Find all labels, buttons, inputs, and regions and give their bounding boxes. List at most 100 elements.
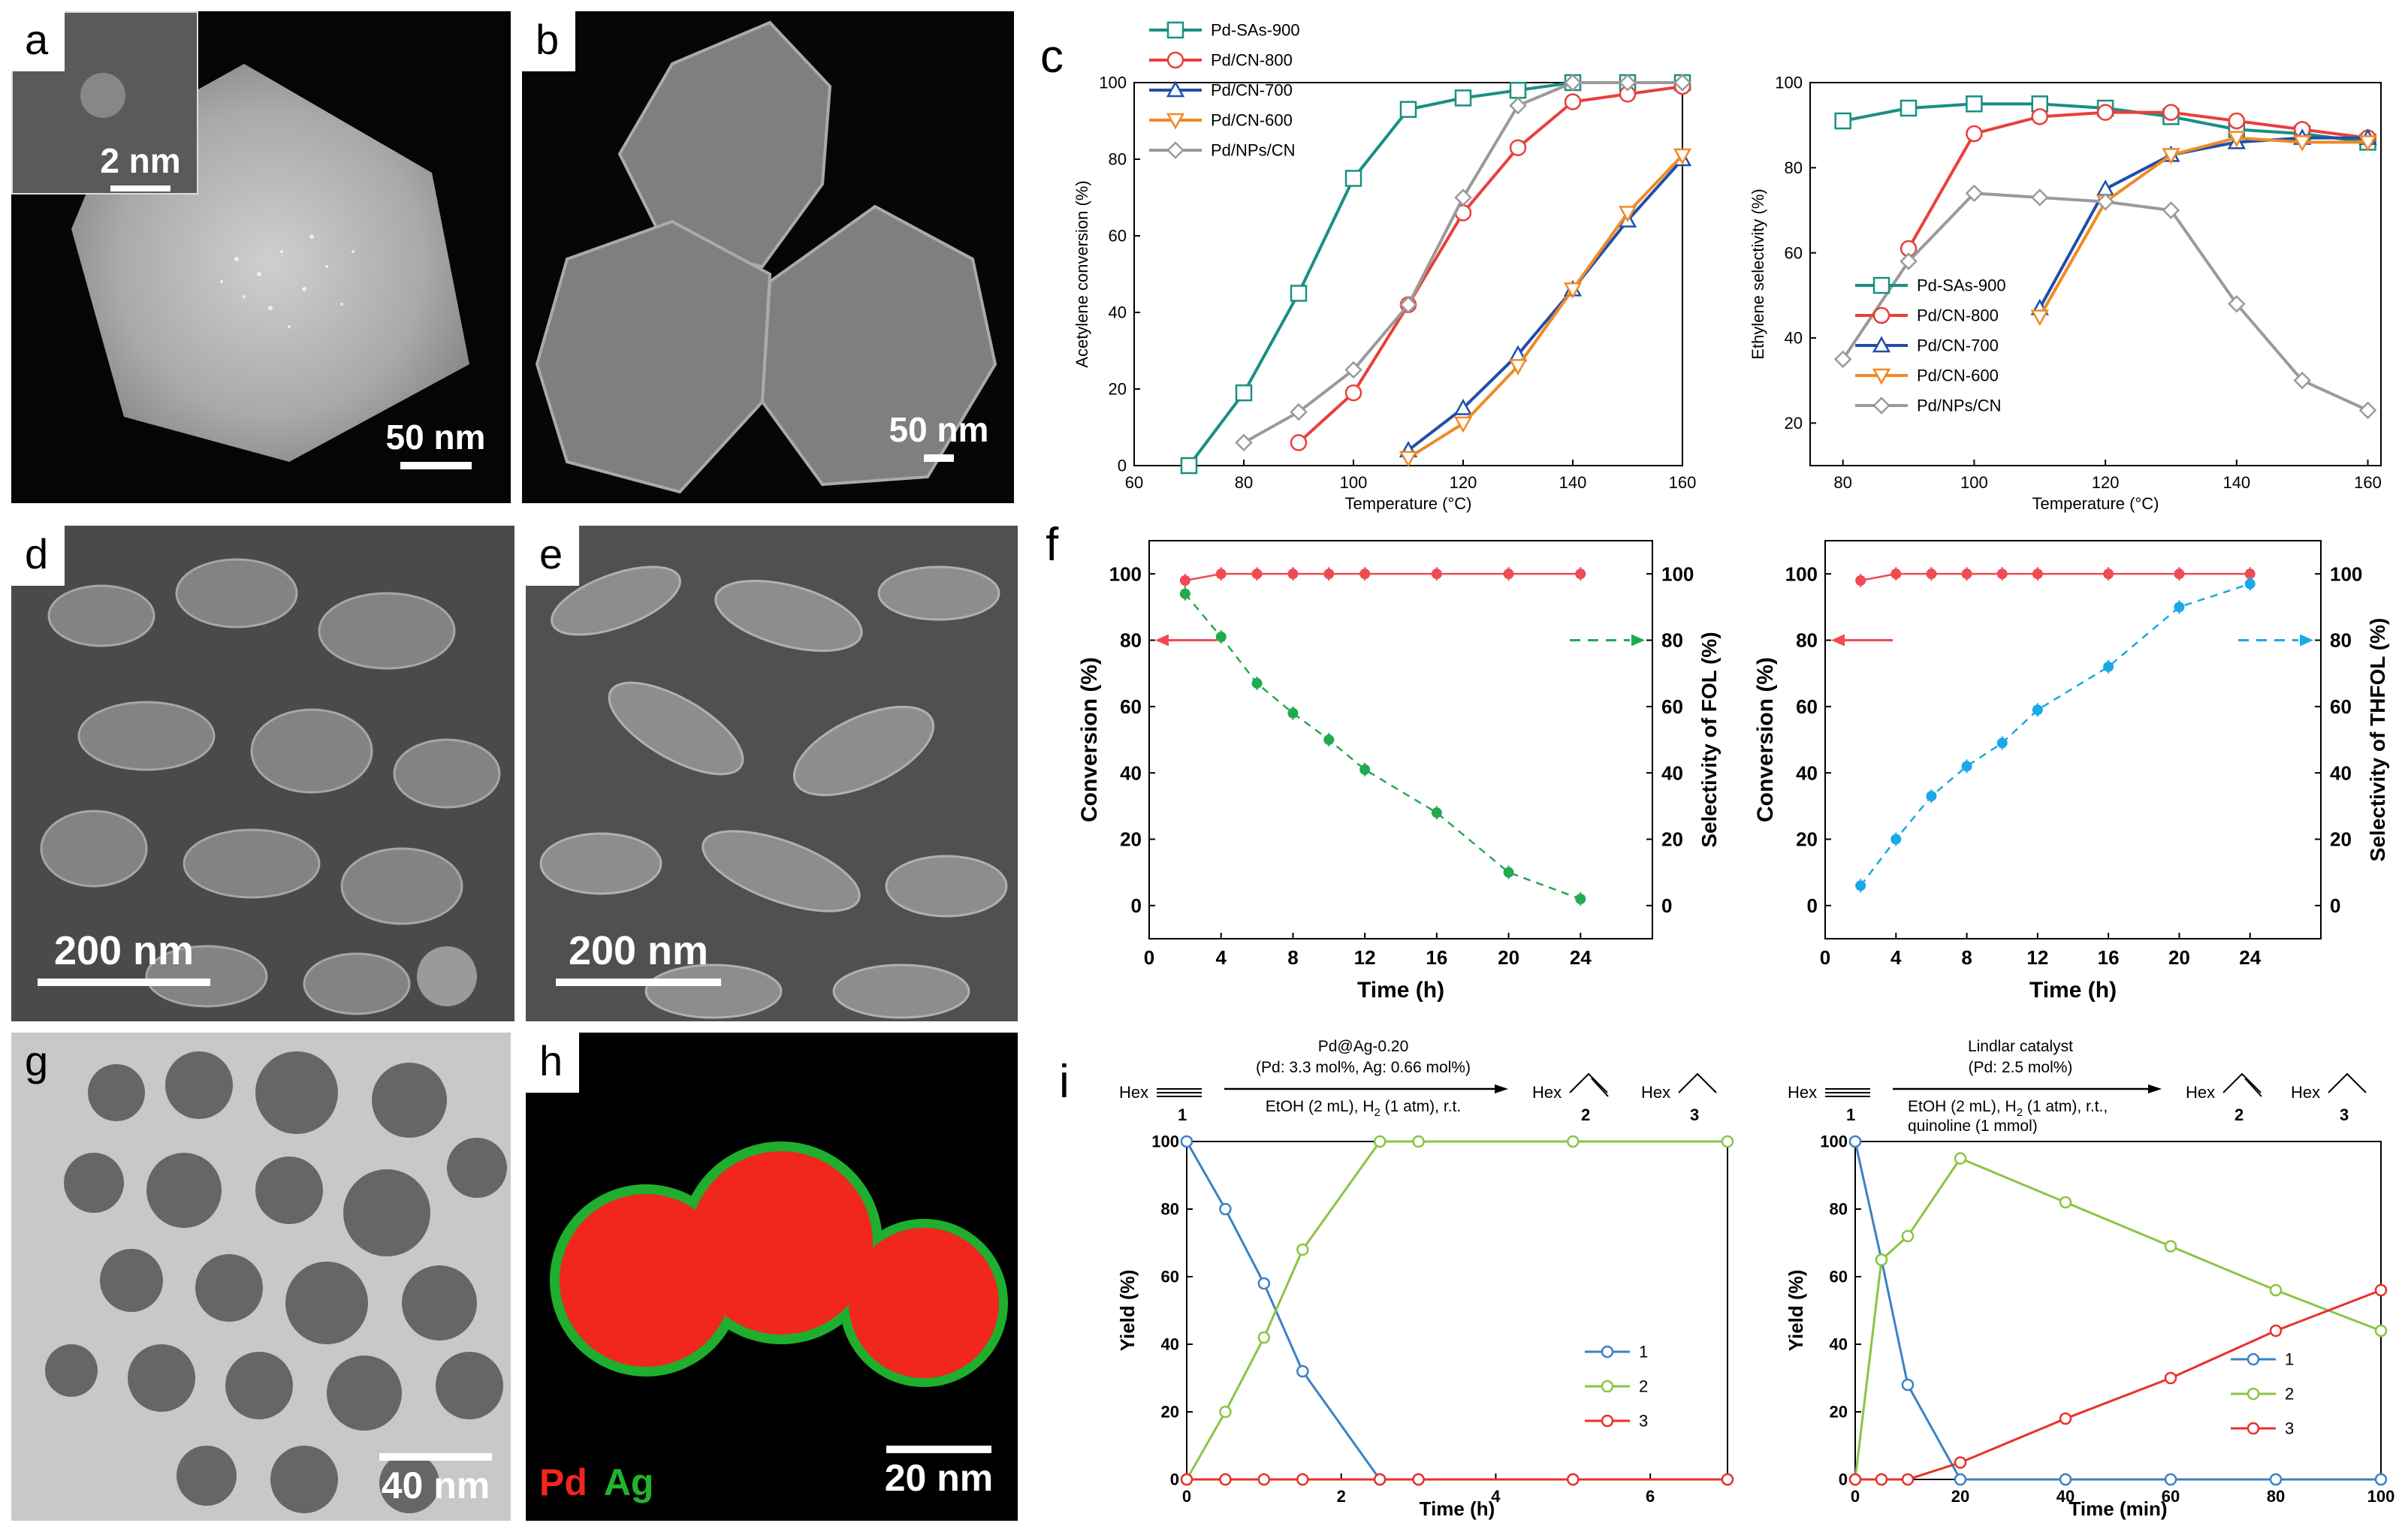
scheme-left-num1: 1: [1178, 1105, 1187, 1124]
data-point: [1359, 568, 1371, 580]
series-selectivity-of-fol: [1179, 587, 1586, 906]
panel-b: b 50 nm: [522, 11, 1014, 503]
panel-label-h: h: [526, 1033, 580, 1093]
series-2: [1848, 1152, 2388, 1486]
data-point: [2059, 1412, 2072, 1425]
y-tick-label: 80: [1796, 629, 1818, 652]
data-point: [1954, 1456, 1967, 1469]
x-tick-label: 140: [2222, 473, 2250, 492]
y2-tick-label: 80: [1661, 629, 1683, 652]
y-tick-label: 60: [1109, 227, 1127, 246]
y-tick-label: 100: [1151, 1132, 1179, 1151]
x-axis-label: Temperature (°C): [2032, 494, 2159, 513]
data-point: [1673, 74, 1691, 92]
y-tick-label: 60: [1120, 695, 1142, 718]
data-point: [1344, 384, 1362, 402]
data-point: [1431, 568, 1442, 580]
data-point: [1373, 1135, 1387, 1148]
left-axis-arrowhead: [1155, 634, 1169, 647]
scheme-right-loading: (Pd: 2.5 mol%): [1969, 1059, 2073, 1076]
y-tick-label: 20: [1796, 828, 1818, 851]
y-axis-label: Conversion (%): [1753, 657, 1778, 822]
y2-tick-label: 80: [2330, 629, 2352, 652]
legend-marker: [1872, 306, 1890, 324]
data-point: [1290, 403, 1308, 421]
panel-label-f: f: [1046, 519, 1059, 571]
data-point: [1575, 568, 1586, 580]
series-pd-nps-cn: [1235, 74, 1691, 452]
y-tick-label: 80: [1830, 1200, 1848, 1219]
y-axis-label: Conversion (%): [1077, 657, 1102, 822]
y-tick-label: 100: [1775, 74, 1803, 92]
x-tick-label: 60: [1125, 473, 1143, 492]
x-axis-label: Time (h): [1357, 978, 1444, 1003]
x-tick-label: 0: [1851, 1487, 1860, 1506]
scale-bar-h: 20 nm: [871, 1446, 1006, 1500]
data-point: [1575, 894, 1586, 904]
data-point: [1926, 791, 1937, 802]
series-conversion: [1855, 567, 2256, 587]
data-point: [2374, 1324, 2388, 1337]
alkane-structure: [1678, 1072, 1717, 1093]
y-tick-label: 80: [1120, 629, 1142, 652]
legend-label: 1: [2285, 1350, 2294, 1369]
series-conversion: [1179, 567, 1586, 587]
y2-tick-label: 40: [1661, 761, 1683, 784]
panel-label-c: c: [1040, 31, 1064, 83]
y2-tick-label: 100: [2330, 562, 2362, 585]
scheme-right-prod2-label: Hex: [2186, 1083, 2215, 1102]
legend-marker: [1601, 1414, 1614, 1428]
data-point: [1564, 93, 1582, 110]
legend-marker: [1872, 276, 1890, 294]
legend-marker: [1166, 21, 1184, 39]
panel-label-b: b: [522, 11, 576, 71]
panel-label-d: d: [11, 526, 65, 586]
data-point: [1235, 384, 1253, 402]
data-point: [1219, 1473, 1232, 1486]
y-axis-label: Yield (%): [1785, 1270, 1807, 1352]
data-point: [1215, 568, 1227, 580]
legend-marker: [1872, 397, 1890, 415]
data-point: [1618, 206, 1637, 222]
legend-marker: [1601, 1345, 1614, 1359]
data-point: [2293, 371, 2311, 390]
data-point: [1296, 1473, 1309, 1486]
panel-h-elemental-map: [550, 1141, 1008, 1387]
series-1: [1180, 1135, 1734, 1486]
scheme-left-num2: 2: [1581, 1105, 1590, 1124]
data-point: [2096, 104, 2114, 121]
data-point: [1954, 1473, 1967, 1486]
data-point: [1180, 1473, 1193, 1486]
data-point: [1564, 74, 1582, 92]
data-point: [2269, 1473, 2283, 1486]
x-tick-label: 100: [1960, 473, 1988, 492]
data-point: [1619, 74, 1637, 92]
panel-g: g 40 nm: [11, 1033, 511, 1521]
legend-pd-ag: Pd Ag: [539, 1461, 653, 1504]
data-point: [1508, 359, 1528, 375]
data-point: [2059, 1473, 2072, 1486]
data-point: [1855, 575, 1866, 586]
data-point: [1996, 568, 2008, 580]
series-pd-cn-600: [1399, 148, 1692, 468]
data-point: [1954, 1152, 1967, 1165]
series-2: [1180, 1135, 1734, 1486]
x-tick-label: 0: [1144, 946, 1154, 969]
y2-tick-label: 60: [1661, 695, 1683, 718]
x-tick-label: 160: [1669, 473, 1697, 492]
data-point: [1901, 1378, 1915, 1392]
x-tick-label: 12: [1354, 946, 1376, 969]
left-axis-arrowhead: [1831, 634, 1845, 647]
data-point: [1563, 282, 1583, 299]
data-point: [2228, 294, 2246, 313]
scheme-right-prod3-label: Hex: [2291, 1083, 2320, 1102]
y-tick-label: 20: [1830, 1403, 1848, 1422]
right-axis-arrowhead: [2300, 634, 2313, 647]
y-tick-label: 100: [1109, 562, 1142, 585]
scheme-left-num3: 3: [1690, 1105, 1699, 1124]
data-point: [2162, 148, 2180, 164]
x-tick-label: 4: [1890, 946, 1902, 969]
data-point: [1454, 188, 1472, 207]
panel-label-a: a: [11, 11, 65, 71]
legend-label: Pd/CN-600: [1211, 111, 1293, 130]
